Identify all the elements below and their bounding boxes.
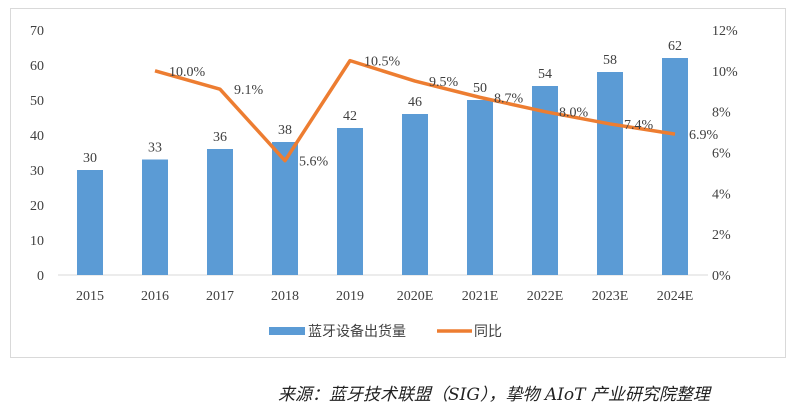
y-right-tick-label: 10% [712,65,738,80]
legend-label-line: 同比 [474,324,502,340]
line-data-label: 10.5% [364,55,401,70]
y-left-tick-label: 30 [30,164,44,179]
bar [77,170,103,275]
bar-data-label: 33 [148,141,162,156]
line-data-label: 5.6% [299,155,329,170]
bar-data-label: 36 [213,130,227,145]
y-left-tick-label: 20 [30,199,44,214]
line-data-label: 10.0% [169,65,206,80]
y-right-tick-label: 8% [712,106,731,121]
line-data-label: 9.1% [234,83,264,98]
x-tick-label: 2021E [462,289,499,304]
y-right-tick-label: 2% [712,228,731,243]
bar-data-label: 54 [538,67,552,82]
line-series [154,58,676,163]
y-left-tick-label: 40 [30,129,44,144]
line-data-label: 8.7% [494,91,524,106]
bar-data-label: 62 [668,39,682,54]
y-left-tick-label: 50 [30,94,44,109]
x-tick-label: 2017 [206,289,234,304]
legend-label-bar: 蓝牙设备出货量 [308,323,406,340]
bar [142,159,168,275]
x-tick-label: 2020E [397,289,434,304]
bar-data-label: 46 [408,95,422,110]
x-tick-label: 2019 [336,289,364,304]
bar [662,58,688,275]
y-left-tick-label: 70 [30,24,44,39]
chart-frame [10,8,786,358]
y-left-tick-label: 10 [30,234,44,249]
x-tick-label: 2024E [657,289,694,304]
bar-data-label: 50 [473,81,487,96]
bar [207,149,233,275]
y-left-tick-label: 60 [30,59,44,74]
x-tick-label: 2018 [271,289,299,304]
y-right-tick-label: 0% [712,269,731,284]
y-left-tick-label: 0 [37,269,44,284]
line-data-label: 6.9% [689,128,719,143]
y-right-tick-label: 4% [712,187,731,202]
bar [467,100,493,275]
line-data-label: 8.0% [559,106,589,121]
bar-data-label: 42 [343,109,357,124]
line-data-label: 7.4% [624,118,654,133]
bar [337,128,363,275]
x-tick-label: 2015 [76,289,104,304]
x-tick-label: 2022E [527,289,564,304]
y-right-tick-label: 6% [712,147,731,162]
line-data-label: 9.5% [429,75,459,90]
x-tick-label: 2023E [592,289,629,304]
bar-data-label: 30 [83,151,97,166]
bar [272,142,298,275]
source-note: 来源：蓝牙技术联盟（SIG），挚物 AIoT 产业研究院整理 [278,385,710,405]
x-tick-label: 2016 [141,289,169,304]
bar-data-label: 58 [603,53,617,68]
legend-swatch-bar [269,327,305,335]
bar [532,86,558,275]
y-right-tick-label: 12% [712,24,738,39]
bar-data-label: 38 [278,123,292,138]
bar [402,114,428,275]
bar [597,72,623,275]
